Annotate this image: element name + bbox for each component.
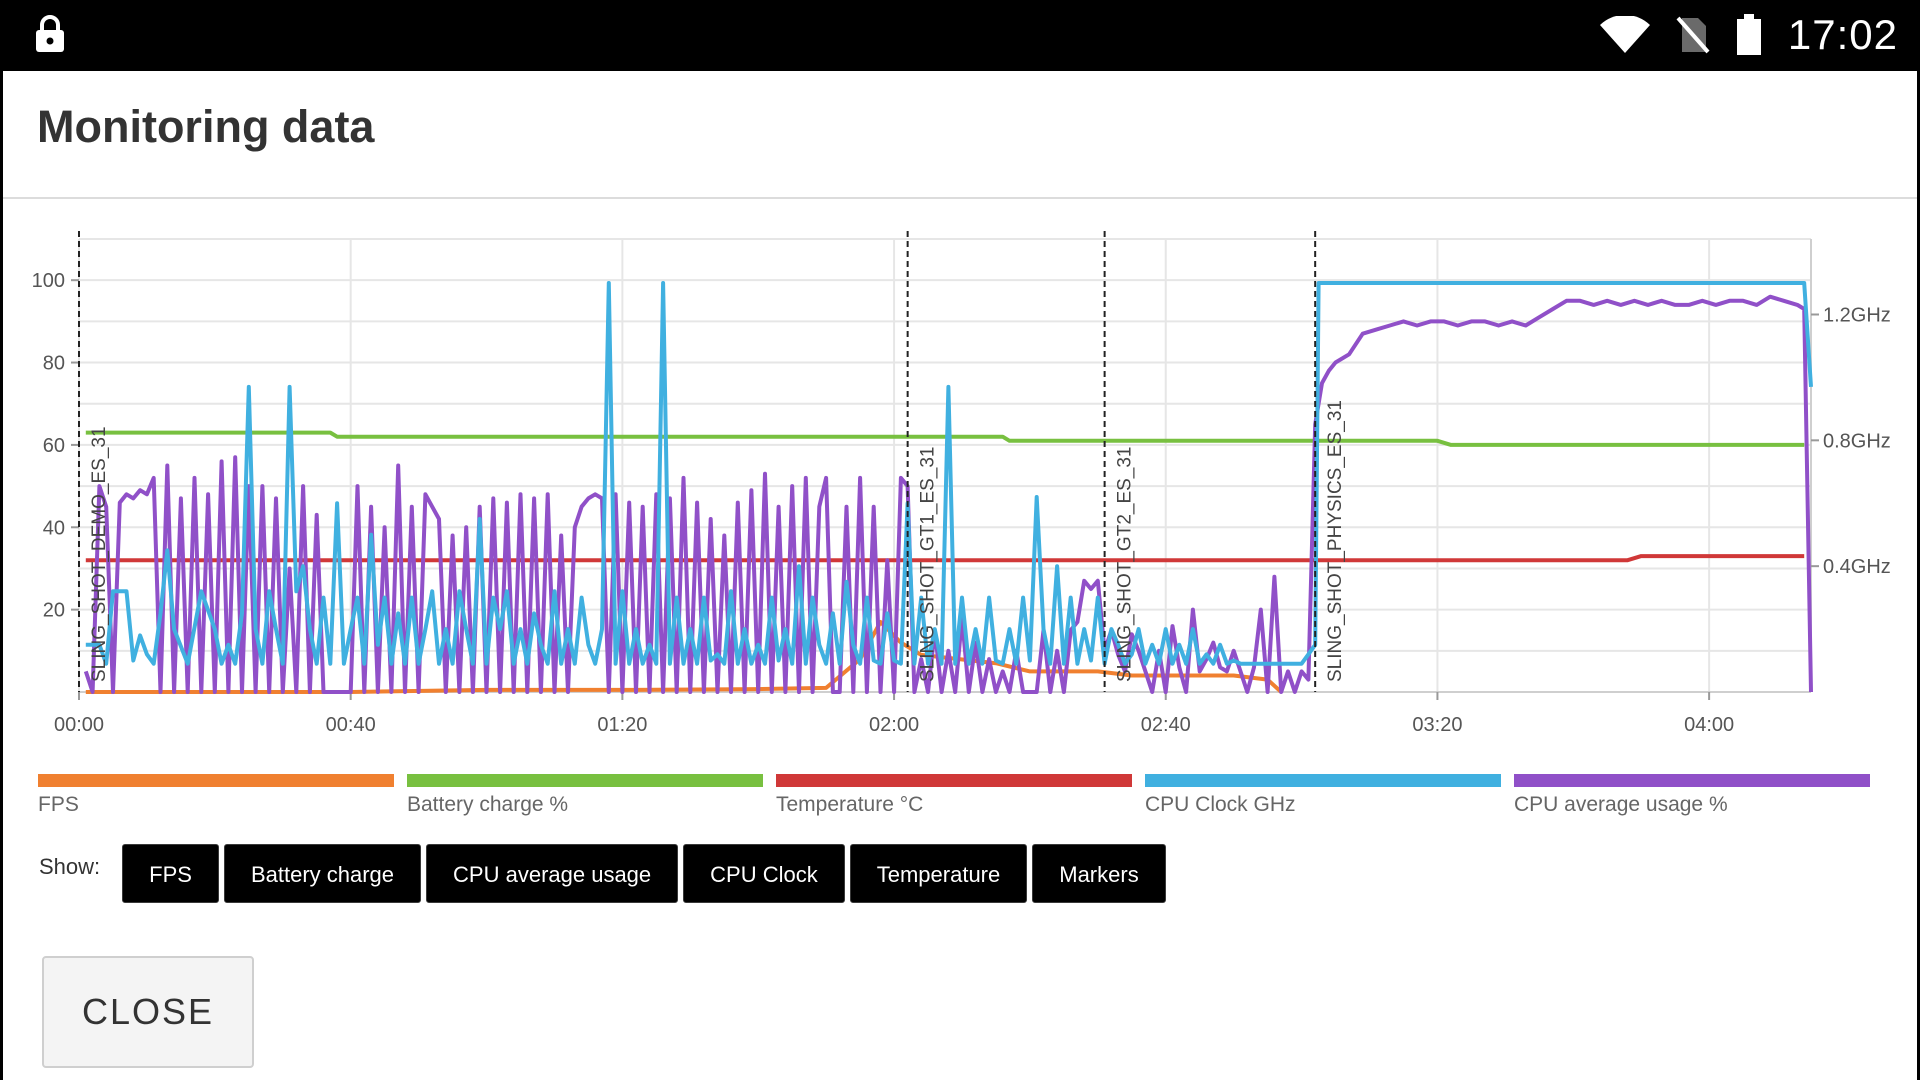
clock: 17:02	[1787, 11, 1898, 58]
x-tick-label: 04:00	[1684, 714, 1734, 736]
show-toggles: Show: FPS Battery charge CPU average usa…	[39, 844, 1171, 903]
series-line	[83, 294, 1813, 694]
legend-item: CPU average usage %	[1514, 774, 1870, 817]
y-tick-label: 40	[43, 517, 65, 539]
title-divider	[3, 197, 1917, 199]
toggle-temperature-button[interactable]: Temperature	[849, 844, 1028, 903]
legend-label: Temperature °C	[776, 793, 924, 816]
toggle-fps-button[interactable]: FPS	[122, 844, 219, 903]
legend-label: FPS	[38, 793, 79, 816]
toggle-markers-button[interactable]: Markers	[1032, 844, 1166, 903]
series-line	[85, 430, 1805, 447]
chart-legend: FPS Battery charge % Temperature °C CPU Clo…	[38, 774, 1888, 834]
marker-label: SLING_SHOT_GT1_ES_31	[918, 447, 939, 683]
legend-item: CPU Clock GHz	[1145, 774, 1501, 817]
battery-icon	[1736, 14, 1761, 55]
monitoring-dialog: Monitoring data 20 40 60 80 100 0.4GHz 0.8GHz 1…	[3, 71, 1917, 1080]
toggle-cpu-average-usage-button[interactable]: CPU average usage	[426, 844, 679, 903]
legend-item: Battery charge %	[407, 774, 763, 817]
marker-label: SLING_SHOT_GT2_ES_31	[1115, 447, 1136, 683]
legend-label: CPU average usage %	[1514, 793, 1728, 816]
y-tick-label: 60	[43, 435, 65, 457]
lock-icon	[36, 15, 64, 52]
legend-label: CPU Clock GHz	[1145, 793, 1296, 816]
legend-item: FPS	[38, 774, 394, 817]
toggle-battery-charge-button[interactable]: Battery charge	[223, 844, 422, 903]
status-icons: 17:02	[1599, 8, 1898, 62]
legend-swatch	[776, 774, 1132, 787]
x-tick-label: 02:00	[869, 714, 919, 736]
marker-label: SLING_SHOT_PHYSICS_ES_31	[1325, 400, 1346, 682]
y-tick-label: 20	[43, 600, 65, 622]
no-sim-icon	[1676, 16, 1710, 54]
x-tick-label: 01:20	[597, 714, 647, 736]
show-label: Show:	[39, 854, 101, 879]
wifi-icon	[1599, 16, 1650, 53]
legend-swatch	[38, 774, 394, 787]
legend-label: Battery charge %	[407, 793, 569, 816]
y2-tick-label: 0.4GHz	[1823, 556, 1891, 578]
x-tick-label: 02:40	[1141, 714, 1191, 736]
legend-item: Temperature °C	[776, 774, 1132, 817]
y-tick-label: 100	[32, 270, 65, 292]
status-bar: 17:02	[0, 0, 1920, 69]
close-button[interactable]: CLOSE	[42, 956, 254, 1068]
legend-swatch	[1145, 774, 1501, 787]
monitoring-chart: 20 40 60 80 100 0.4GHz 0.8GHz 1.2GHz 00:00 00:40 0…	[32, 231, 1891, 736]
series-line	[85, 281, 1813, 666]
x-tick-label: 00:00	[54, 714, 104, 736]
x-tick-label: 03:20	[1412, 714, 1462, 736]
y2-tick-label: 0.8GHz	[1823, 430, 1891, 452]
toggle-cpu-clock-button[interactable]: CPU Clock	[683, 844, 845, 903]
y-tick-label: 80	[43, 353, 65, 375]
legend-swatch	[407, 774, 763, 787]
x-tick-label: 00:40	[326, 714, 376, 736]
legend-swatch	[1514, 774, 1870, 787]
y2-tick-label: 1.2GHz	[1823, 305, 1891, 327]
marker-label: SLING_SHOT_DEMO_ES_31	[89, 426, 110, 682]
dialog-title: Monitoring data	[37, 101, 375, 152]
